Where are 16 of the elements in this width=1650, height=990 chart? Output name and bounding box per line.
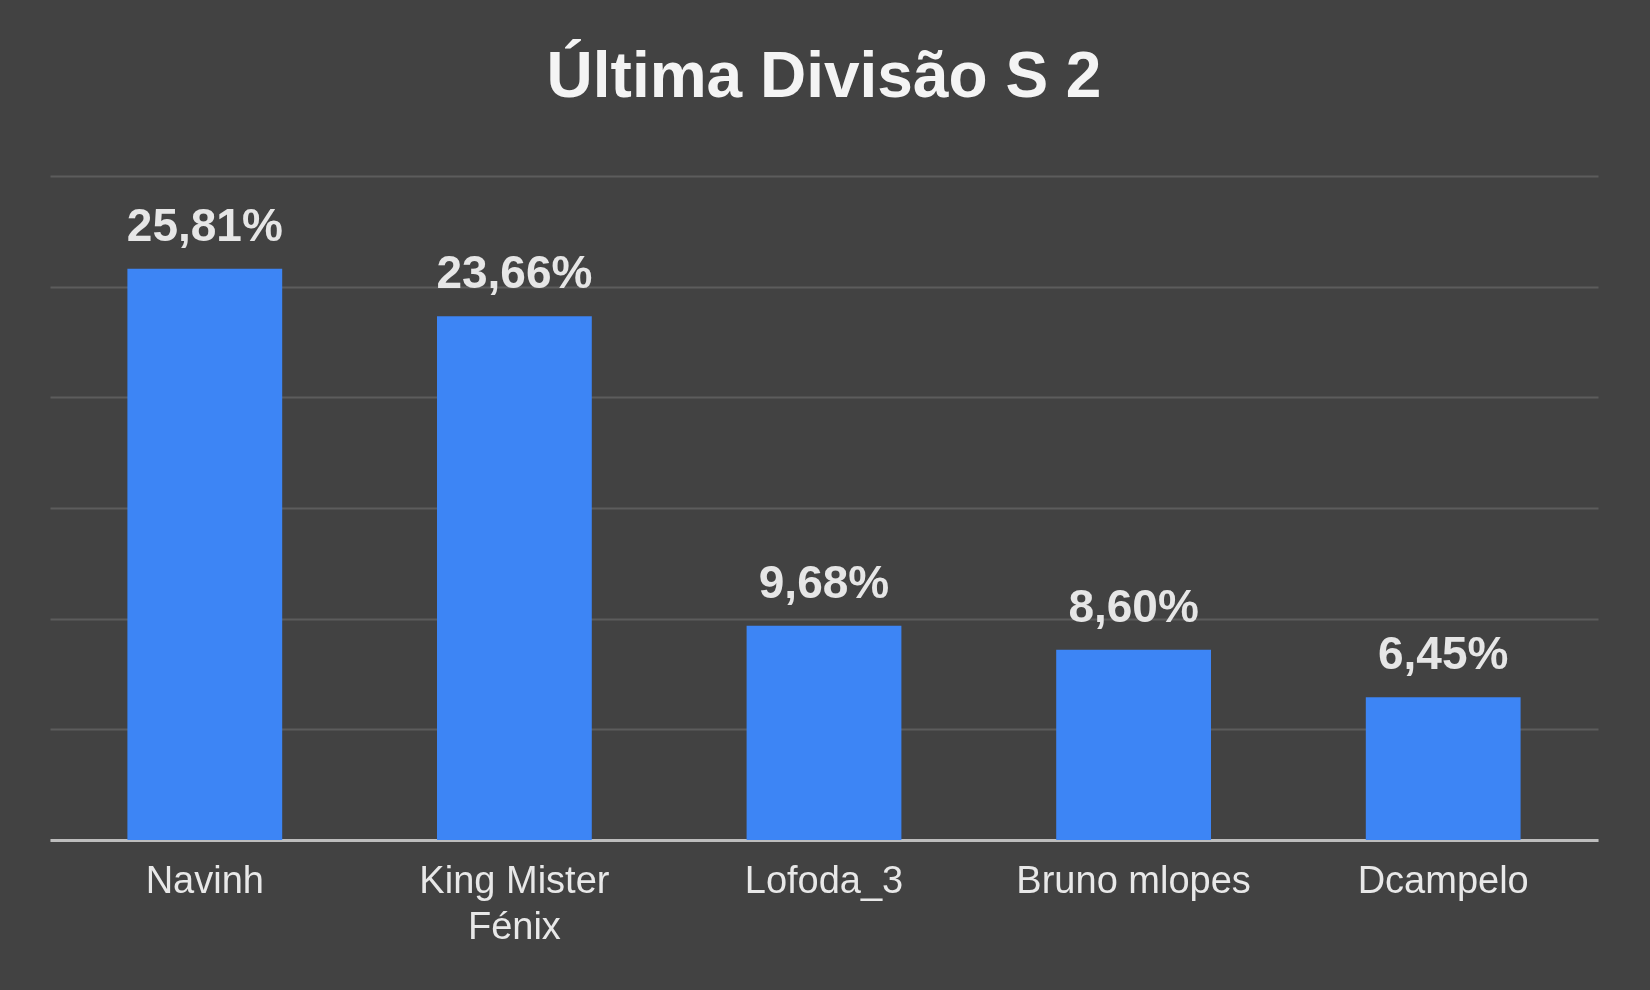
x-tick-label: Lofoda_3 (744, 858, 904, 901)
bar (1056, 649, 1211, 840)
x-tick-label: Navinh (145, 858, 264, 901)
bar (746, 625, 902, 840)
data-label: 25,81% (126, 198, 283, 251)
x-tick-label: Dcampelo (1357, 858, 1529, 901)
bar (437, 316, 592, 840)
data-label: 8,60% (1068, 579, 1199, 632)
data-label: 23,66% (436, 246, 593, 299)
data-label: 9,68% (758, 555, 890, 608)
bar (1365, 697, 1521, 840)
chart-title: Última Divisão S 2 (546, 39, 1102, 111)
bar (127, 268, 283, 840)
x-tick-label: King Mister Fénix (419, 858, 610, 947)
x-tick-label: Bruno mlopes (1016, 858, 1251, 901)
data-label: 6,45% (1377, 627, 1509, 680)
